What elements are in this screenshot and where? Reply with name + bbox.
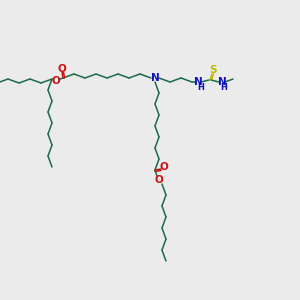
Text: H: H	[198, 82, 204, 91]
Text: O: O	[52, 76, 60, 86]
Text: N: N	[194, 77, 202, 87]
Text: N: N	[218, 77, 226, 87]
Text: O: O	[160, 162, 168, 172]
Text: H: H	[220, 83, 227, 92]
Text: O: O	[58, 64, 66, 74]
Text: O: O	[154, 175, 164, 185]
Text: S: S	[209, 65, 217, 75]
Text: N: N	[151, 73, 159, 83]
